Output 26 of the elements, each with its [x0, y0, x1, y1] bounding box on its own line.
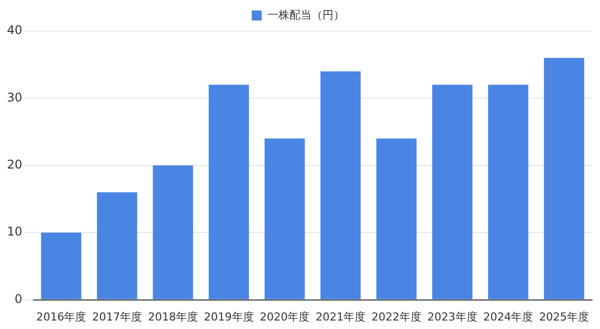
x-tick-label: 2024年度: [483, 310, 534, 324]
x-tick-label: 2017年度: [92, 310, 142, 324]
y-tick-label: 40: [6, 23, 22, 38]
x-tick-label: 2016年度: [36, 310, 86, 324]
x-tick-label: 2018年度: [148, 310, 198, 324]
bar: [320, 71, 361, 300]
bar: [41, 232, 82, 300]
legend-label: 一株配当（円）: [267, 8, 344, 22]
bar: [152, 165, 194, 300]
x-tick-label: 2019年度: [204, 310, 254, 324]
bar: [488, 84, 528, 300]
x-tick-label: 2020年度: [260, 310, 310, 324]
bar: [96, 192, 138, 300]
x-tick-label: 2022年度: [371, 310, 422, 324]
y-tick-label: 0: [14, 292, 22, 306]
bar: [376, 138, 417, 300]
bar: [208, 84, 249, 300]
y-tick-label: 30: [6, 90, 22, 104]
x-tick-label: 2021年度: [316, 310, 366, 324]
bar: [432, 84, 472, 300]
x-tick-label: 2023年度: [427, 310, 478, 324]
y-tick-label: 10: [6, 224, 22, 239]
y-tick-label: 20: [6, 158, 22, 172]
bar: [544, 58, 584, 300]
bar: [264, 138, 305, 300]
x-tick-label: 2025年度: [539, 310, 590, 324]
